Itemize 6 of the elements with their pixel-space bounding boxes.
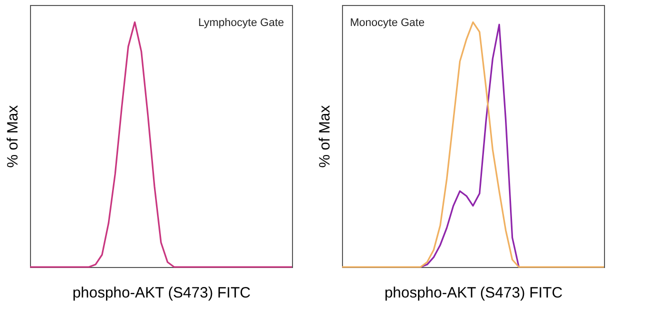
annotation: Monocyte Gate — [350, 17, 425, 29]
x-axis-title: phospho-AKT (S473) FITC — [384, 284, 563, 302]
x-axis-title: phospho-AKT (S473) FITC — [72, 284, 251, 302]
annotation: Lymphocyte Gate — [198, 17, 284, 29]
y-axis-title: % of Max — [316, 104, 334, 168]
y-axis-title: % of Max — [4, 104, 22, 168]
